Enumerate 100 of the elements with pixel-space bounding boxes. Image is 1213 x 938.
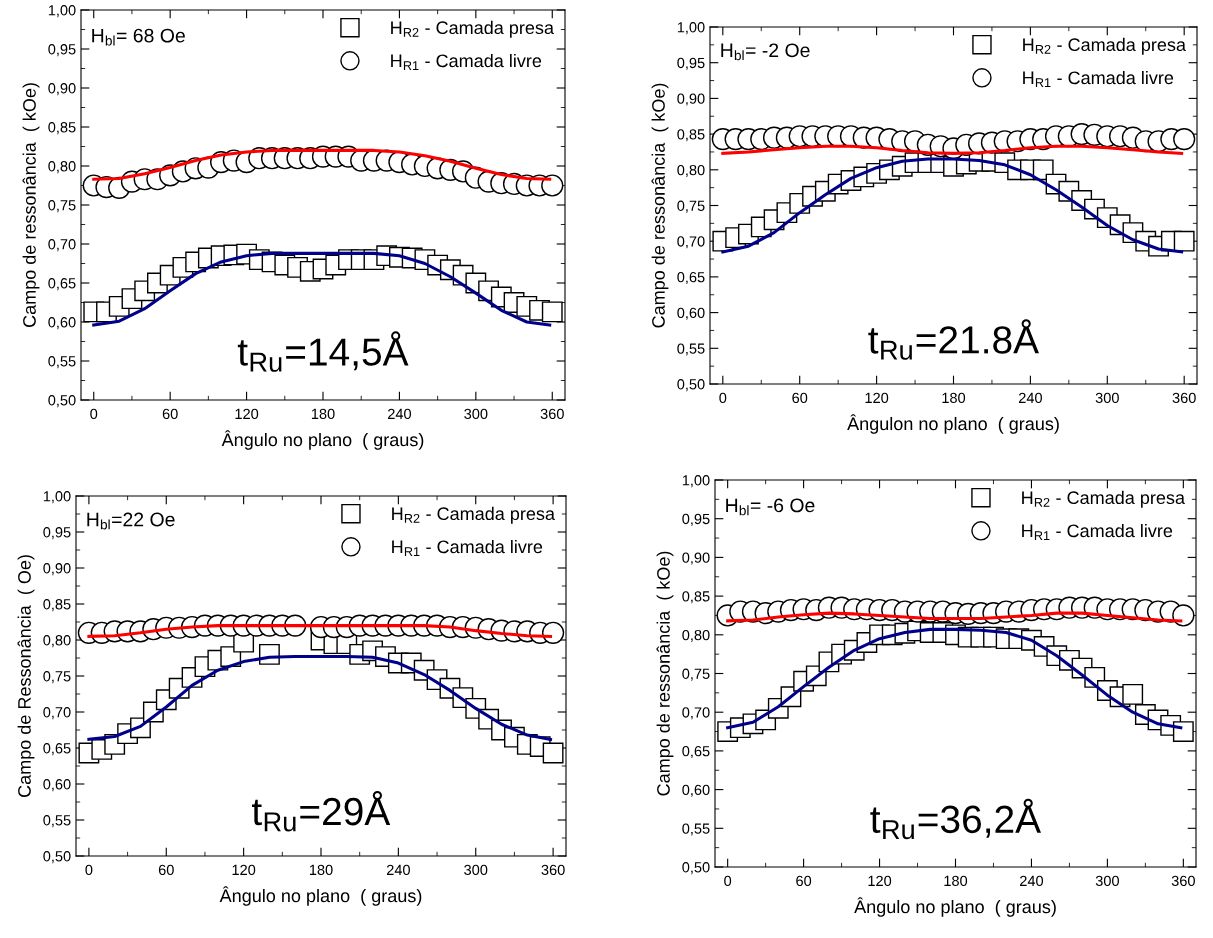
annotation: H$_{bl}$= 68 Oe [92, 28, 185, 46]
y-tick-label: 0,75 [682, 668, 710, 681]
y-tick-label: 0,90 [43, 563, 71, 576]
y-tick-label: 0,90 [682, 552, 710, 565]
point [541, 301, 563, 323]
y-tick-label: 0,80 [677, 164, 705, 177]
y-tick-label: 0,55 [43, 815, 71, 828]
y-tick-label: 0,90 [677, 93, 705, 106]
y-tick-label: 0,95 [677, 57, 705, 70]
annotation: t$_{Ru}$=14,5Å [237, 331, 409, 372]
y-tick-label: 0,95 [682, 513, 710, 526]
y-tick-label: 0,60 [682, 784, 710, 797]
legend-label: H$_{R2}$ - Camada presa [1022, 490, 1185, 508]
x-axis-title: Ângulon no plano ( graus) [847, 414, 1059, 434]
y-tick-label: 0,60 [677, 307, 705, 320]
y-tick-label: 0,50 [677, 379, 705, 392]
x-tick-label: 240 [1020, 875, 1044, 887]
y-tick-label: 0,85 [48, 122, 76, 135]
y-tick-label: 0,60 [43, 779, 71, 792]
x-tick-label: 60 [162, 408, 178, 420]
y-tick-label: 0,50 [682, 862, 710, 875]
x-tick-label: 300 [464, 408, 488, 420]
x-tick-label: 240 [1018, 392, 1042, 404]
y-tick-label: 0,85 [677, 129, 705, 142]
y-tick-label: 0,95 [43, 527, 71, 540]
y-tick-label: 0,55 [682, 823, 710, 836]
y-tick-label: 0,90 [48, 83, 76, 96]
legend-label: H$_{R2}$ - Camada presa [1023, 37, 1186, 55]
x-tick-label: 0 [90, 408, 98, 420]
y-tick-label: 0,70 [682, 707, 710, 720]
y-tick-label: 0,85 [43, 599, 71, 612]
x-tick-label: 60 [158, 864, 174, 876]
annotation: H$_{bl}$= -6 Oe [726, 498, 815, 516]
annotation: t$_{Ru}$=29Å [251, 790, 391, 832]
y-tick-label: 0,85 [682, 591, 710, 604]
y-tick-label: 1,00 [48, 5, 76, 18]
x-axis-title: Ângulo no plano ( graus) [219, 886, 422, 906]
point [541, 174, 564, 197]
point [542, 742, 564, 764]
x-tick-label: 120 [868, 875, 892, 887]
x-tick-label: 120 [235, 408, 259, 420]
y-tick-label: 0,60 [48, 317, 76, 330]
x-tick-label: 0 [719, 392, 727, 404]
legend-label: H$_{R1}$ - Camada livre [1022, 523, 1173, 540]
x-tick-label: 60 [792, 392, 808, 404]
x-tick-label: 120 [232, 864, 256, 876]
x-tick-label: 0 [85, 864, 93, 876]
legend-label: H$_{R1}$ - Camada livre [1023, 70, 1174, 87]
x-tick-label: 240 [387, 408, 412, 420]
y-tick-label: 0,70 [677, 236, 705, 249]
y-tick-label: 0,50 [48, 395, 76, 408]
y-tick-label: 0,75 [677, 200, 705, 213]
point [1173, 127, 1196, 151]
x-axis-title: Ângulo no plano ( graus) [854, 897, 1056, 917]
x-tick-label: 180 [309, 864, 333, 876]
x-tick-label: 180 [944, 875, 968, 887]
x-tick-label: 180 [311, 408, 335, 420]
y-tick-label: 0,70 [43, 707, 71, 720]
x-tick-label: 300 [1095, 392, 1119, 404]
y-tick-label: 0,80 [43, 635, 71, 648]
y-axis-title: Campo de ressonância ( kOe) [22, 83, 40, 328]
y-tick-label: 1,00 [43, 491, 71, 504]
y-tick-label: 1,00 [682, 475, 710, 488]
y-tick-label: 0,80 [682, 629, 710, 642]
point [1172, 721, 1194, 742]
x-tick-label: 300 [464, 864, 488, 876]
y-tick-label: 0,65 [43, 743, 71, 756]
y-tick-label: 0,80 [48, 161, 76, 174]
point [1172, 604, 1195, 627]
legend-label: H$_{R1}$ - Camada livre [391, 53, 542, 70]
legend-label: H$_{R1}$ - Camada livre [392, 539, 543, 556]
y-tick-label: 0,55 [48, 356, 76, 369]
x-tick-label: 360 [541, 864, 565, 876]
y-tick-label: 0,65 [48, 278, 76, 291]
x-axis-title: Ângulo no plano ( graus) [221, 430, 424, 450]
y-tick-label: 0,65 [682, 746, 710, 759]
x-tick-label: 0 [724, 875, 732, 887]
annotation: H$_{bl}$= -2 Oe [721, 43, 810, 61]
annotation: H$_{bl}$=22 Oe [87, 512, 175, 530]
legend-label: H$_{R2}$ - Camada presa [392, 506, 555, 524]
y-tick-label: 0,70 [48, 239, 76, 252]
legend-label: H$_{R2}$ - Camada presa [391, 20, 554, 38]
y-axis-title: Campo de ressonância ( kOe) [656, 551, 674, 796]
y-tick-label: 0,55 [677, 343, 705, 356]
x-tick-label: 300 [1095, 875, 1119, 887]
point [1173, 230, 1195, 252]
x-tick-label: 360 [540, 408, 564, 420]
annotation: t$_{Ru}$=21.8Å [868, 319, 1039, 360]
annotation: t$_{Ru}$=36,2Å [870, 798, 1041, 840]
x-tick-label: 360 [1171, 875, 1195, 887]
y-tick-label: 1,00 [677, 22, 705, 35]
x-tick-label: 60 [796, 875, 812, 887]
y-tick-label: 0,65 [677, 272, 705, 285]
y-tick-label: 0,95 [48, 44, 76, 57]
y-axis-title: Campo de Ressonância ( Oe) [17, 555, 35, 798]
point [1122, 683, 1144, 705]
x-tick-label: 120 [865, 392, 889, 404]
x-tick-label: 240 [386, 864, 410, 876]
x-tick-label: 360 [1172, 392, 1196, 404]
y-tick-label: 0,75 [43, 671, 71, 684]
